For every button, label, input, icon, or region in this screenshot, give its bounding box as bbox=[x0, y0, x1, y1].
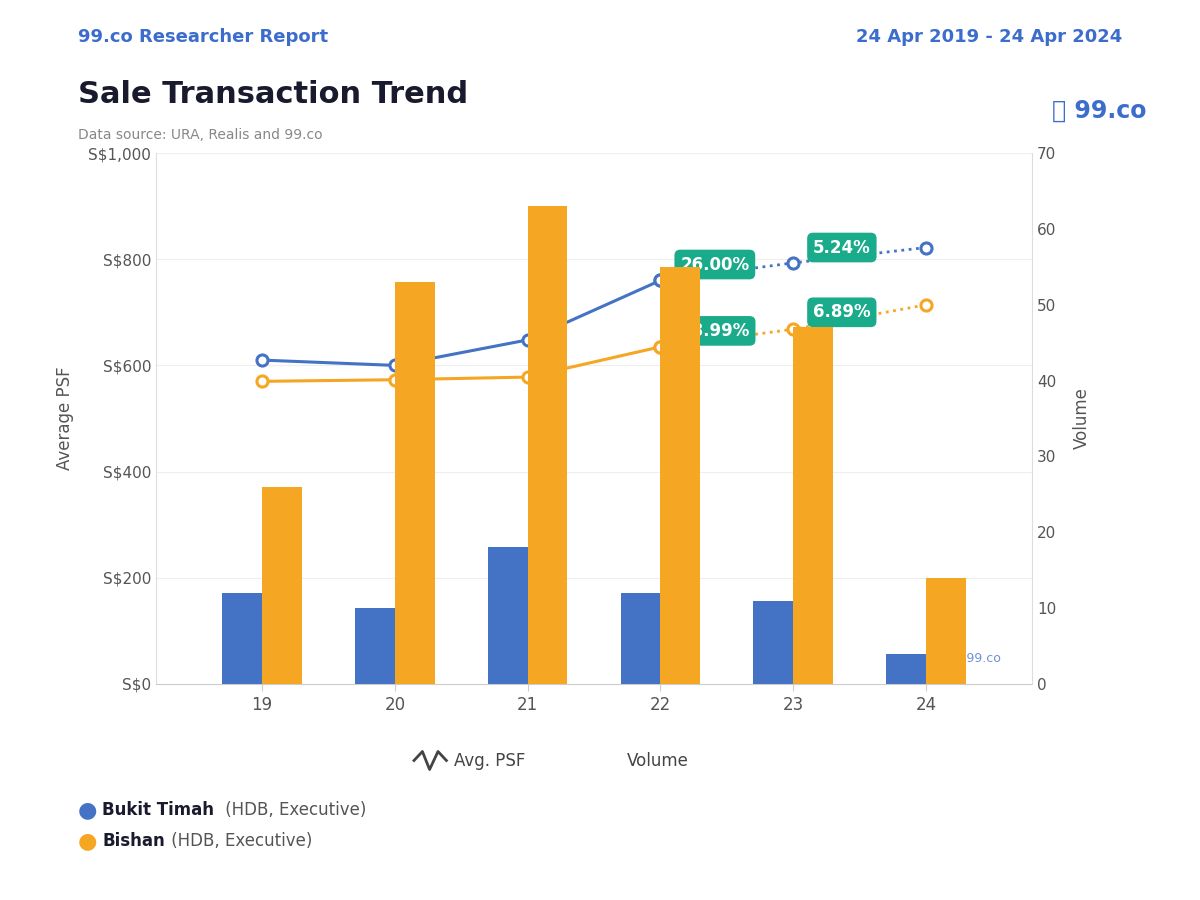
Bar bbox=[262, 487, 302, 684]
Text: 5.24%: 5.24% bbox=[814, 238, 871, 256]
Text: ●: ● bbox=[78, 832, 97, 851]
Text: Sale Transaction Trend: Sale Transaction Trend bbox=[78, 80, 468, 109]
Bar bbox=[620, 593, 660, 684]
Bar bbox=[793, 328, 833, 684]
Bar bbox=[926, 578, 966, 684]
Text: Volume: Volume bbox=[626, 752, 689, 770]
Text: 6.89%: 6.89% bbox=[814, 303, 871, 321]
Text: Bishan: Bishan bbox=[102, 832, 164, 850]
Bar bbox=[660, 266, 700, 684]
Text: 24 Apr 2019 - 24 Apr 2024: 24 Apr 2019 - 24 Apr 2024 bbox=[856, 28, 1122, 46]
Bar bbox=[222, 593, 262, 684]
Text: Avg. PSF: Avg. PSF bbox=[454, 752, 524, 770]
Text: ●: ● bbox=[78, 800, 97, 820]
Text: Bukit Timah: Bukit Timah bbox=[102, 801, 214, 819]
Bar bbox=[528, 206, 568, 684]
Text: Data source: URA, Realis and 99.co: Data source: URA, Realis and 99.co bbox=[78, 128, 323, 141]
Text: 28.99%: 28.99% bbox=[680, 322, 750, 340]
Bar bbox=[488, 547, 528, 684]
Bar bbox=[754, 600, 793, 684]
Text: (HDB, Executive): (HDB, Executive) bbox=[166, 832, 312, 850]
Text: (HDB, Executive): (HDB, Executive) bbox=[220, 801, 366, 819]
Text: 99.co Researcher Report: 99.co Researcher Report bbox=[78, 28, 328, 46]
Bar bbox=[355, 608, 395, 684]
Bar bbox=[886, 653, 926, 684]
Text: ⦿ 99.co: ⦿ 99.co bbox=[955, 652, 1001, 665]
Text: ⦿ 99.co: ⦿ 99.co bbox=[1051, 98, 1146, 122]
Text: 26.00%: 26.00% bbox=[680, 256, 749, 274]
Y-axis label: Volume: Volume bbox=[1073, 388, 1091, 449]
Y-axis label: Average PSF: Average PSF bbox=[56, 366, 74, 471]
Bar bbox=[395, 282, 434, 684]
